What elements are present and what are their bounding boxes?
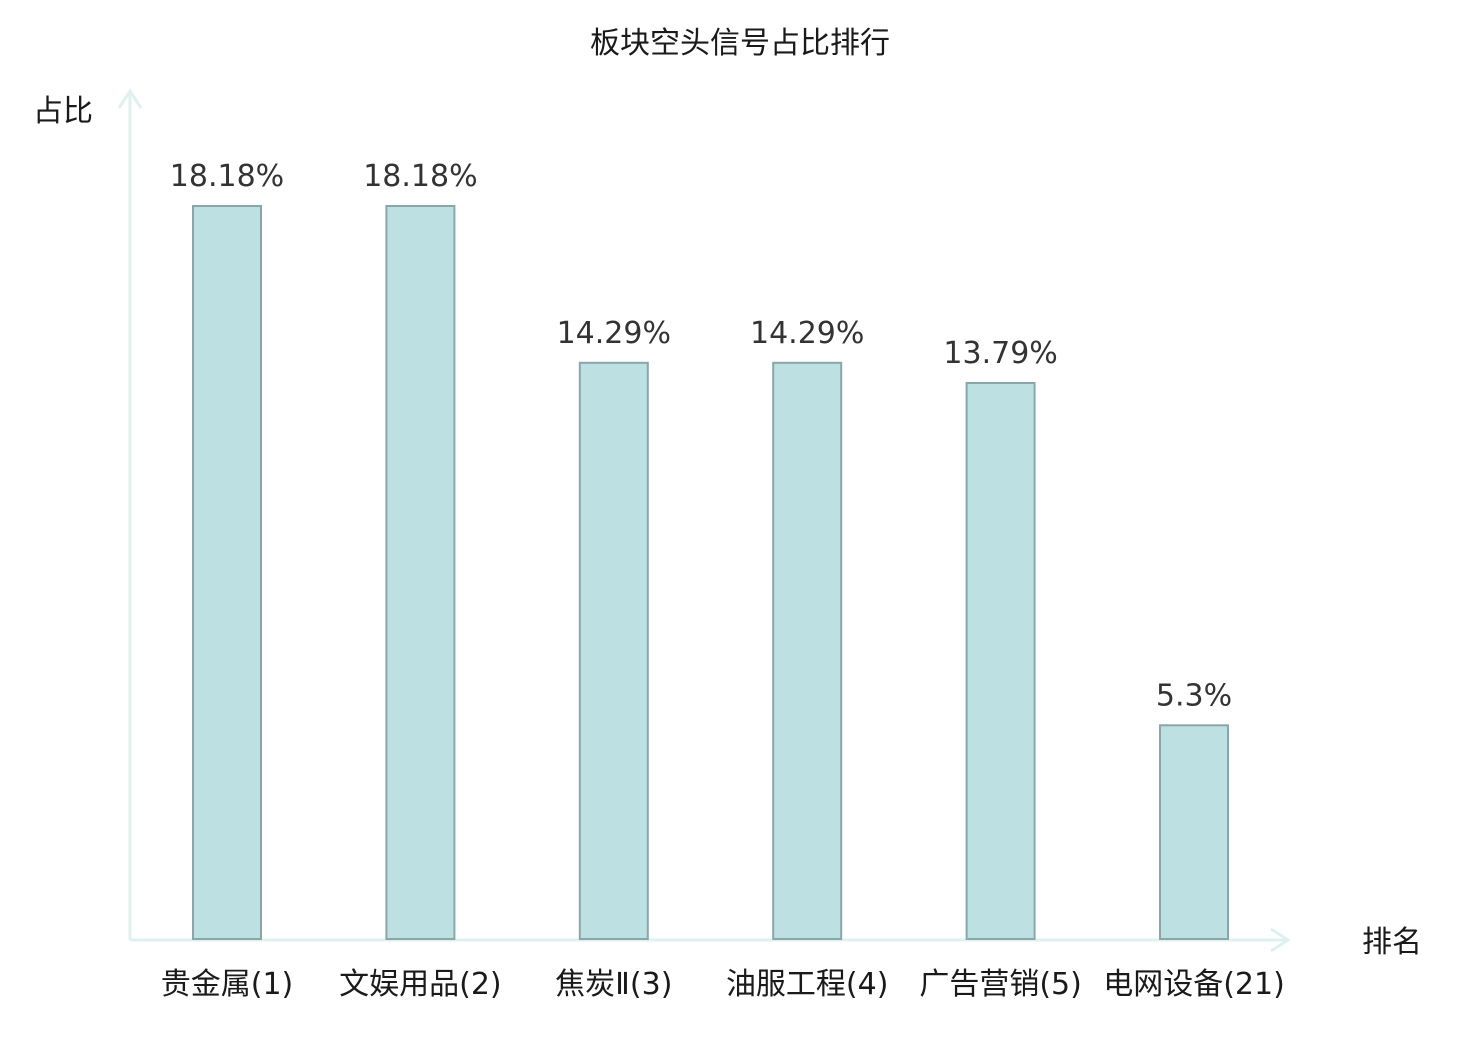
tick-labels-group: 贵金属(1) 文娱用品(2) 焦炭Ⅱ(3) 油服工程(4) 广告营销(5) 电网设备(21… bbox=[161, 967, 1285, 1002]
y-axis-arrow-icon bbox=[117, 88, 143, 109]
x-axis-label: 排名 bbox=[1362, 925, 1422, 960]
bar-value-label: 13.79% bbox=[943, 336, 1057, 371]
x-tick-label: 贵金属(1) bbox=[161, 967, 294, 1002]
bar-value-label: 18.18% bbox=[170, 159, 284, 194]
bars-group bbox=[192, 205, 1229, 940]
bar bbox=[1159, 724, 1229, 940]
x-tick-label: 油服工程(4) bbox=[726, 967, 889, 1002]
x-axis-arrow-icon bbox=[1270, 927, 1291, 953]
x-tick-label: 广告营销(5) bbox=[919, 967, 1082, 1002]
x-tick-label-highlighted: 电网设备(21) bbox=[1103, 967, 1285, 1002]
bar-value-label: 14.29% bbox=[750, 316, 864, 351]
bar bbox=[772, 361, 843, 940]
bar bbox=[385, 205, 456, 940]
x-tick-label: 焦炭Ⅱ(3) bbox=[555, 967, 672, 1002]
y-axis-label: 占比 bbox=[33, 94, 93, 129]
value-labels-group: 18.18% 18.18% 14.29% 14.29% 13.79% 5.3% bbox=[170, 159, 1232, 713]
bar-value-label: 18.18% bbox=[363, 159, 477, 194]
x-tick-label: 文娱用品(2) bbox=[339, 967, 502, 1002]
bar bbox=[578, 361, 649, 940]
bar-value-label: 14.29% bbox=[557, 316, 671, 351]
chart-title: 板块空头信号占比排行 bbox=[590, 26, 890, 61]
bar-value-label: 5.3% bbox=[1156, 678, 1232, 713]
bar bbox=[192, 205, 262, 940]
bar bbox=[965, 382, 1036, 940]
